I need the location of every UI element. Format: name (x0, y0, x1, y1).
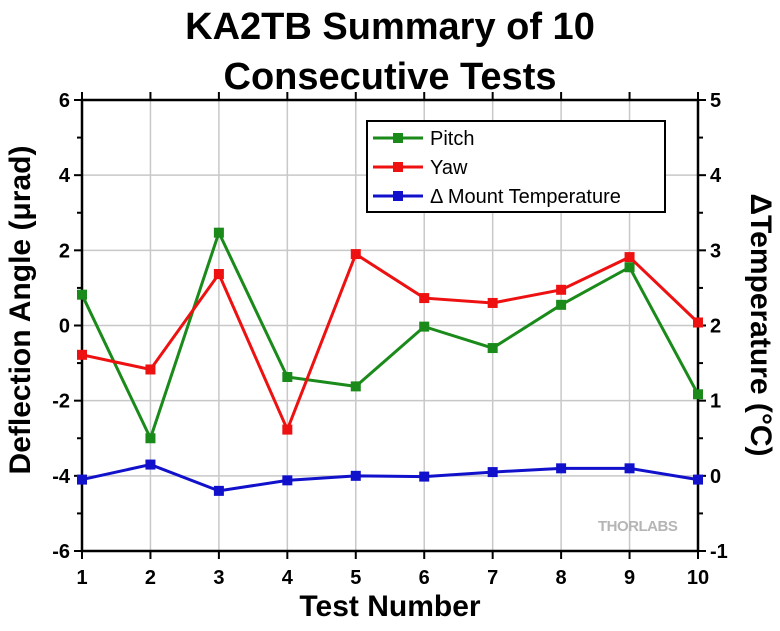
legend-marker (393, 162, 403, 172)
y-axis-label-left: Deflection Angle (μrad) (4, 145, 37, 475)
y-tick-label-left: 6 (59, 90, 70, 112)
data-point-mount-temperature (693, 474, 703, 485)
y-tick-label-right: 3 (710, 240, 721, 262)
legend-marker (393, 191, 403, 201)
data-point-yaw (556, 284, 567, 295)
data-point-mount-temperature (556, 463, 567, 474)
x-axis-label: Test Number (299, 590, 481, 623)
data-point-yaw (213, 269, 224, 280)
data-point-mount-temperature (419, 471, 430, 482)
legend: Pitch Yaw Δ Mount Temperature (366, 120, 666, 213)
y-tick-label-right: 1 (710, 391, 721, 413)
x-tick-label: 9 (624, 567, 635, 589)
data-point-yaw (624, 252, 635, 263)
data-point-pitch (487, 343, 498, 354)
series-line-pitch (80, 228, 700, 443)
legend-label: Pitch (430, 128, 474, 150)
data-point-yaw (350, 249, 361, 260)
legend-label: Δ Mount Temperature (430, 186, 621, 208)
data-point-yaw (77, 349, 87, 360)
y-tick-label-right: -1 (710, 541, 728, 563)
data-point-mount-temperature (624, 463, 635, 474)
legend-item-pitch: Pitch (373, 128, 474, 150)
x-tick-label: 10 (687, 567, 709, 589)
legend-item-yaw: Yaw (373, 157, 468, 179)
y-tick-label-left: 4 (59, 165, 71, 187)
data-point-mount-temperature (145, 459, 156, 470)
data-point-pitch (556, 299, 567, 310)
y-tick-label-left: -4 (52, 466, 71, 488)
data-point-yaw (145, 364, 156, 375)
y-tick-label-left: 0 (59, 316, 70, 338)
chart-title-line-1: KA2TB Summary of 10 (185, 6, 595, 48)
chart-title-line-2: Consecutive Tests (223, 56, 557, 98)
data-point-pitch (213, 227, 224, 238)
data-point-mount-temperature (350, 470, 361, 481)
data-point-yaw (282, 424, 293, 435)
data-point-pitch (145, 433, 156, 444)
y-tick-label-right: 0 (710, 466, 721, 488)
data-point-pitch (419, 321, 430, 332)
legend-item-mount-temperature: Δ Mount Temperature (373, 186, 621, 208)
data-point-mount-temperature (282, 475, 293, 486)
x-tick-label: 1 (76, 567, 87, 589)
data-point-pitch (693, 389, 703, 400)
thorlabs-logo: THORLABS (598, 518, 678, 535)
x-tick-label: 2 (145, 567, 156, 589)
data-point-yaw (693, 317, 703, 328)
data-point-mount-temperature (77, 474, 87, 485)
data-point-yaw (487, 297, 498, 308)
series-mount-temperature (77, 459, 703, 496)
x-tick-label: 5 (350, 567, 361, 589)
series-pitch (77, 227, 703, 444)
legend-marker (393, 133, 403, 143)
y-tick-label-left: -6 (52, 541, 70, 563)
y-tick-label-left: -2 (52, 391, 70, 413)
data-point-pitch (282, 371, 293, 382)
series-line-mount-temperature (81, 462, 699, 493)
series-line-yaw (81, 251, 700, 434)
x-tick-label: 6 (419, 567, 430, 589)
x-tick-label: 8 (556, 567, 567, 589)
data-point-pitch (77, 289, 87, 300)
data-point-pitch (624, 262, 635, 273)
x-tick-label: 7 (487, 567, 498, 589)
x-tick-label: 4 (282, 567, 294, 589)
y-tick-label-left: 2 (59, 240, 70, 262)
data-point-mount-temperature (213, 485, 224, 496)
data-point-pitch (350, 381, 361, 392)
y-tick-label-right: 2 (710, 316, 721, 338)
data-point-yaw (419, 293, 430, 304)
data-point-mount-temperature (487, 467, 498, 478)
y-tick-label-right: 5 (710, 90, 721, 112)
y-tick-label-right: 4 (710, 165, 722, 187)
y-axis-label-right: ΔTemperature (°C) (744, 193, 777, 457)
series-yaw (77, 249, 703, 435)
legend-label: Yaw (430, 157, 468, 179)
x-tick-label: 3 (213, 567, 224, 589)
